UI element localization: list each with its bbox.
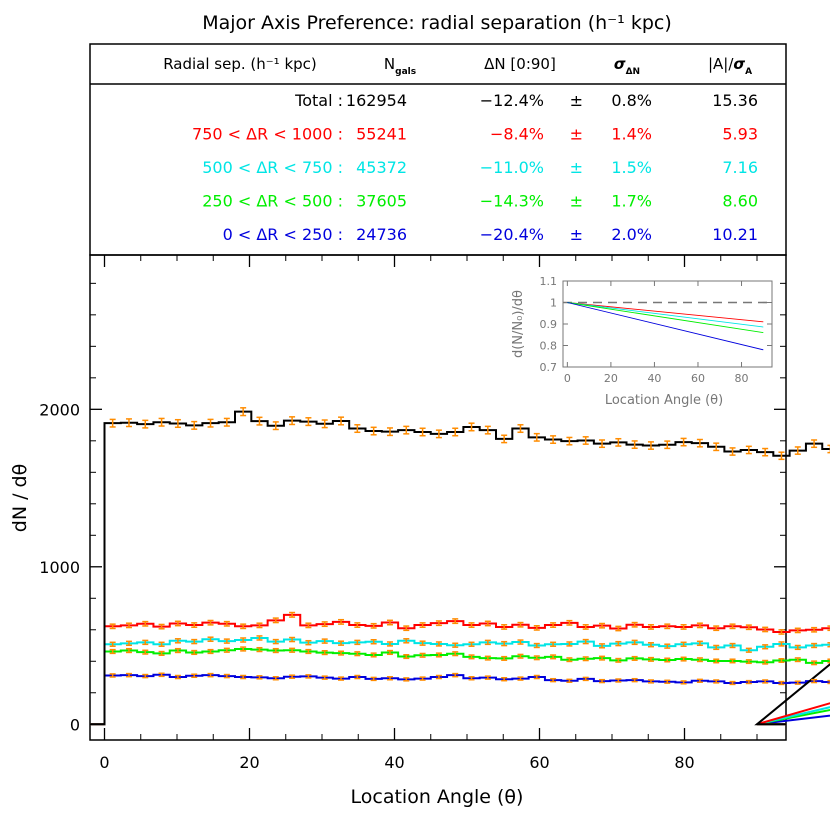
inset-x-tick-label: 60 (691, 372, 705, 385)
table-header-sigma-subscript: ΔN (626, 67, 641, 77)
inset-x-tick-label: 0 (564, 372, 571, 385)
table-row-dn: −8.4% (490, 125, 544, 144)
table-row-n: 37605 (356, 192, 407, 211)
table-row-pm: ± (570, 158, 583, 177)
inset-series-line (567, 302, 764, 351)
inset-y-tick-label: 0.9 (540, 318, 558, 331)
table-header-sigma: σΔN (614, 55, 640, 77)
x-tick-label: 80 (674, 753, 694, 772)
y-tick-label: 2000 (39, 400, 80, 419)
x-tick-label: 20 (239, 753, 259, 772)
table-row-dn: −14.3% (480, 192, 544, 211)
main-y-axis-label: dN / dθ (9, 464, 31, 532)
inset-y-tick-label: 0.7 (540, 361, 558, 374)
table-row-label: 500 < ΔR < 750 : (202, 158, 343, 177)
main-x-axis-label: Location Angle (θ) (351, 786, 524, 808)
table-row-label: 250 < ΔR < 500 : (202, 192, 343, 211)
histogram-series (90, 613, 830, 726)
table-row-sigma: 1.5% (611, 158, 652, 177)
table-row-label: Total : (294, 91, 343, 110)
inset-series-line (567, 302, 764, 334)
inset-series-line (567, 302, 764, 323)
x-tick-label: 0 (99, 753, 109, 772)
x-tick-label: 40 (384, 753, 404, 772)
table-row-a: 8.60 (722, 192, 758, 211)
table-row-sigma: 1.7% (611, 192, 652, 211)
table-row-n: 45372 (356, 158, 407, 177)
table-row-a: 7.16 (722, 158, 758, 177)
table-row-sigma: 0.8% (611, 91, 652, 110)
table-row-pm: ± (570, 225, 583, 244)
table-row-label: 0 < ΔR < 250 : (223, 225, 343, 244)
table-row-a: 10.21 (712, 225, 758, 244)
table-header-a: |A|/σA (708, 55, 752, 77)
histogram-series (90, 647, 830, 726)
inset-x-tick-label: 20 (604, 372, 618, 385)
table-row-dn: −12.4% (480, 91, 544, 110)
table-row-a: 15.36 (712, 91, 758, 110)
table-row-n: 55241 (356, 125, 407, 144)
table-row-n: 162954 (346, 91, 407, 110)
table-body: Total :162954 −12.4% ±0.8% 15.36 750 < ΔR < … (192, 91, 758, 244)
inset-series-line (567, 302, 764, 328)
table-row-a: 5.93 (722, 125, 758, 144)
table-row-label: 750 < ΔR < 1000 : (192, 125, 343, 144)
inset-x-tick-label: 80 (735, 372, 749, 385)
table-header-radial: Radial sep. (h⁻¹ kpc) (163, 55, 317, 73)
table-row-dn: −11.0% (480, 158, 544, 177)
inset-y-tick-label: 1 (550, 297, 557, 310)
table-row-dn: −20.4% (480, 225, 544, 244)
x-tick-label: 60 (529, 753, 549, 772)
table-header-n-subscript: gals (395, 67, 416, 77)
table-row-sigma: 2.0% (611, 225, 652, 244)
inset-y-tick-label: 0.8 (540, 340, 558, 353)
inset-plot-area (563, 301, 772, 351)
inset-axes: 0 20 40 60 80 0.7 0.8 0.9 1 1.1 (540, 275, 772, 385)
figure-title: Major Axis Preference: radial separation… (202, 12, 672, 34)
table-header-a-subscript: A (745, 67, 752, 77)
table-row-pm: ± (570, 125, 583, 144)
main-plot-area (90, 407, 830, 726)
table-header-dn: ΔN [0:90] (484, 55, 556, 73)
main-axes: 0 20 40 60 80 0 1000 2000 (39, 255, 786, 772)
table-row-pm: ± (570, 91, 583, 110)
inset-x-axis-label: Location Angle (θ) (605, 393, 723, 408)
table-frame (89, 43, 787, 256)
inset-x-tick-label: 40 (647, 372, 661, 385)
y-tick-label: 0 (70, 715, 80, 734)
inset-y-axis-label: d(N/N₀)/dθ (511, 290, 526, 358)
table-header-n: Ngals (384, 55, 416, 77)
plot-frame (89, 254, 787, 741)
table-row-sigma: 1.4% (611, 125, 652, 144)
inset-y-tick-label: 1.1 (540, 275, 558, 288)
y-tick-label: 1000 (39, 558, 80, 577)
histogram-series (90, 410, 830, 726)
table-row-pm: ± (570, 192, 583, 211)
table-row-n: 24736 (356, 225, 407, 244)
